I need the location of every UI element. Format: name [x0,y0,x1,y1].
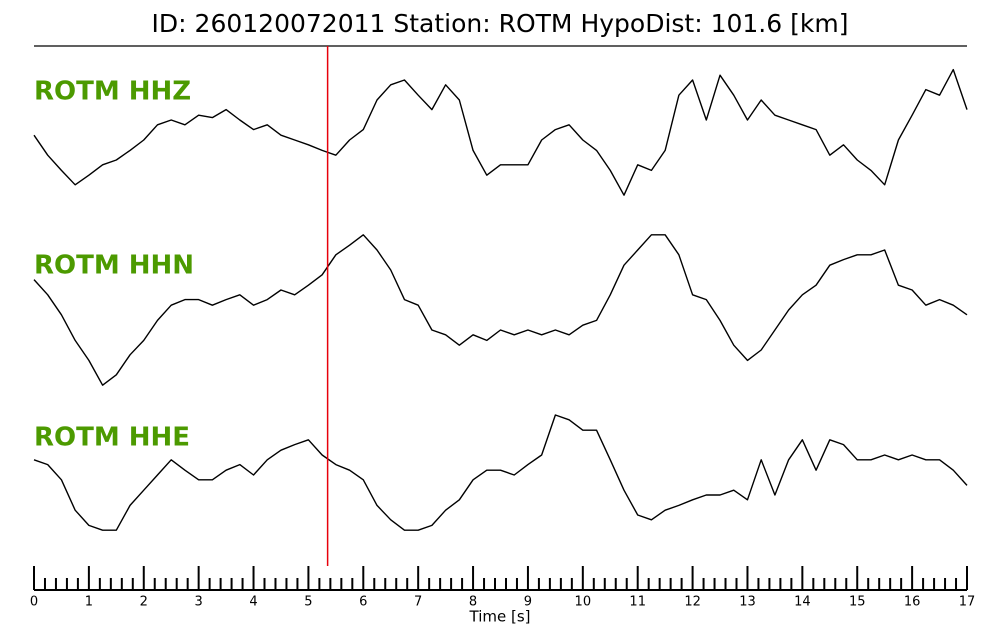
x-tick-label: 14 [794,595,811,610]
x-tick-label: 12 [684,595,701,610]
x-tick-label: 1 [85,595,93,610]
x-tick-label: 7 [414,595,422,610]
x-tick-label: 11 [629,595,646,610]
trace-label: ROTM HHZ [34,77,191,107]
chart-title: ID: 260120072011 Station: ROTM HypoDist:… [152,9,849,38]
x-tick-label: 10 [575,595,592,610]
x-tick-label: 0 [30,595,38,610]
x-tick-label: 4 [249,595,257,610]
x-tick-label: 8 [469,595,477,610]
x-tick-label: 13 [739,595,756,610]
x-tick-label: 6 [359,595,367,610]
x-tick-label: 15 [849,595,866,610]
x-axis-label: Time [s] [469,608,531,626]
trace [33,414,968,531]
x-tick-label: 17 [959,595,976,610]
trace-label: ROTM HHE [34,423,190,453]
trace-label: ROTM HHN [34,251,194,281]
x-tick-label: 5 [304,595,312,610]
x-tick-label: 16 [904,595,921,610]
x-tick-label: 2 [140,595,148,610]
trace [33,68,968,196]
x-tick-label: 9 [524,595,532,610]
x-tick-label: 3 [195,595,203,610]
trace [33,234,968,386]
